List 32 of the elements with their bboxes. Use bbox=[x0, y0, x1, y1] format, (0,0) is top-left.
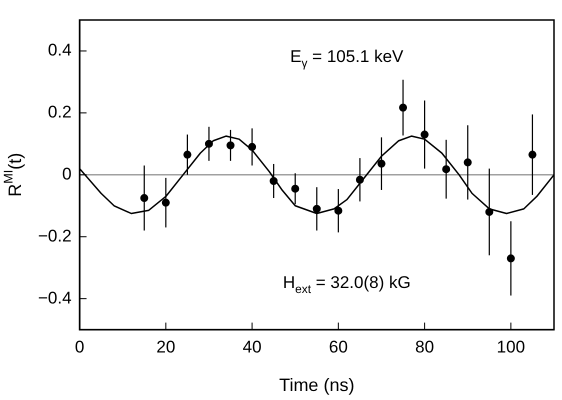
x-tick-label: 40 bbox=[242, 337, 262, 356]
point bbox=[506, 254, 515, 262]
y-tick-label: −0.4 bbox=[38, 288, 72, 308]
y-tick-label: 0.2 bbox=[48, 102, 72, 122]
point bbox=[226, 141, 235, 150]
point bbox=[183, 150, 192, 159]
point bbox=[312, 204, 321, 213]
point bbox=[485, 208, 494, 216]
point bbox=[334, 206, 342, 215]
x-tick-label: 60 bbox=[328, 337, 348, 356]
x-tick-label: 100 bbox=[496, 337, 526, 356]
y-tick-label: −0.2 bbox=[38, 226, 72, 246]
point bbox=[291, 184, 300, 193]
y-tick-label: 0.4 bbox=[48, 40, 72, 60]
point bbox=[248, 142, 256, 151]
x-tick-label: 80 bbox=[415, 337, 434, 356]
point bbox=[356, 176, 364, 184]
point bbox=[528, 150, 536, 159]
x-axis-title: Time (ns) bbox=[279, 374, 354, 395]
point bbox=[442, 165, 450, 174]
x-tick-label: 0 bbox=[74, 337, 84, 356]
point bbox=[204, 140, 213, 148]
x-tick-label: 20 bbox=[156, 337, 176, 356]
point bbox=[464, 158, 472, 166]
y-axis-title: RMI(t) bbox=[1, 152, 25, 197]
point bbox=[377, 160, 386, 168]
y-tick-label: 0 bbox=[62, 164, 72, 184]
point bbox=[420, 130, 429, 139]
point bbox=[140, 194, 148, 202]
point bbox=[270, 176, 278, 185]
point bbox=[399, 104, 408, 112]
point bbox=[162, 198, 170, 207]
